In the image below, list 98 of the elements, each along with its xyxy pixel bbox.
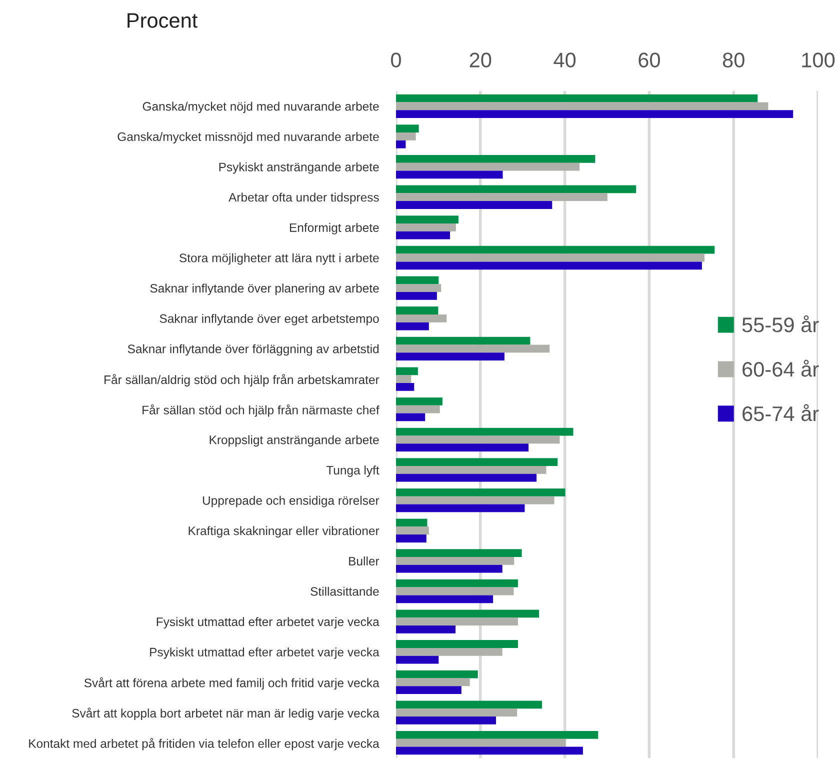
bar xyxy=(396,413,426,422)
bar xyxy=(396,254,704,262)
bar xyxy=(396,626,456,634)
y-tick-label: Får sällan/aldrig stöd och hjälp från arbetskamrater xyxy=(104,374,380,386)
legend-label: 55-59 år xyxy=(742,315,819,332)
bar xyxy=(396,124,419,133)
bar xyxy=(396,731,598,739)
bar xyxy=(396,367,418,376)
bar xyxy=(396,716,496,724)
bar xyxy=(396,382,414,391)
bar xyxy=(396,314,447,322)
y-tick-label: Kroppsligt ansträngande arbete xyxy=(210,435,379,447)
bar xyxy=(396,336,530,345)
bar xyxy=(396,352,504,361)
bar xyxy=(396,405,440,414)
x-tick-label: 60 xyxy=(638,52,660,68)
y-tick-label: Saknar inflytande över förläggning av arbetstid xyxy=(128,344,379,356)
bar xyxy=(396,549,522,557)
bar xyxy=(396,428,574,436)
bar xyxy=(396,686,462,694)
bar xyxy=(396,648,502,656)
bar xyxy=(396,292,437,300)
x-tick-label: 20 xyxy=(470,52,492,68)
bar xyxy=(396,700,542,709)
y-tick-label: Saknar inflytande över eget arbetstempo xyxy=(160,314,379,326)
bar xyxy=(396,284,442,292)
bar xyxy=(396,154,596,163)
bar xyxy=(396,102,768,110)
y-tick-label: Fysiskt utmattad efter arbetet varje vecka xyxy=(156,617,380,629)
y-tick-label: Arbetar ofta under tidspress xyxy=(228,192,379,204)
bar xyxy=(396,223,456,232)
bar xyxy=(396,140,406,148)
bar xyxy=(396,193,608,202)
y-tick-label: Stillasittande xyxy=(310,586,379,596)
x-axis-title: Procent xyxy=(128,13,198,28)
y-tick-label: Ganska/mycket nöjd med nuvarande arbete xyxy=(142,102,379,114)
y-tick-label: Upprepade och ensidiga rörelser xyxy=(202,496,380,508)
bar xyxy=(396,276,439,284)
x-tick-label: 80 xyxy=(722,52,744,68)
bar xyxy=(396,496,554,504)
bar xyxy=(396,170,503,179)
y-tick-label: Psykiskt utmattad efter arbetet varje vecka xyxy=(150,647,380,659)
y-tick-label: Psykiskt ansträngande arbete xyxy=(219,162,379,174)
bar xyxy=(396,746,583,755)
x-tick-label: 0 xyxy=(391,52,401,68)
bar xyxy=(396,534,426,542)
bar xyxy=(396,444,529,452)
bar xyxy=(396,556,514,565)
bar xyxy=(396,610,540,618)
y-tick-label: Kraftiga skakningar eller vibrationer xyxy=(188,526,380,538)
y-tick-label: Enformigt arbete xyxy=(290,223,379,234)
bar xyxy=(396,201,552,209)
y-tick-label: Svårt att förena arbete med familj och fritid varje vecka xyxy=(84,677,380,690)
bar xyxy=(396,231,450,240)
y-tick-label: Kontakt med arbetet på fritiden via telefon eller epost varje vecka xyxy=(29,738,380,750)
bar xyxy=(396,458,558,466)
y-tick-label: Svårt att koppla bort arbetet när man är ledig varje vecka xyxy=(72,708,380,720)
bar xyxy=(396,94,758,102)
bar xyxy=(396,262,702,270)
bar xyxy=(396,678,470,686)
y-tick-label: Buller xyxy=(349,556,380,566)
bar xyxy=(396,595,494,604)
bar xyxy=(396,618,518,626)
y-tick-label: Stora möjligheter att lära nytt i arbete xyxy=(179,253,379,265)
bar xyxy=(396,708,518,716)
x-tick-label: 100 xyxy=(802,52,835,68)
bar xyxy=(396,398,442,406)
bar xyxy=(396,640,518,648)
bar xyxy=(396,322,429,330)
bar xyxy=(396,110,794,118)
bar xyxy=(396,526,429,535)
bar xyxy=(396,656,439,664)
bar xyxy=(396,466,546,474)
y-tick-label: Ganska/mycket missnöjd med nuvarande arbete xyxy=(118,132,379,144)
bar xyxy=(396,670,478,678)
bar xyxy=(396,216,458,224)
bar xyxy=(396,474,537,482)
legend-label: 65-74 år xyxy=(742,404,819,422)
bar xyxy=(396,185,636,194)
y-tick-label: Tunga lyft xyxy=(326,466,380,477)
bar xyxy=(396,504,525,512)
bar xyxy=(396,587,514,596)
bar xyxy=(396,162,580,171)
bar xyxy=(396,132,416,140)
bar xyxy=(396,344,550,353)
bar xyxy=(396,738,566,747)
y-tick-label: Saknar inflytande över planering av arbete xyxy=(150,284,379,296)
bar xyxy=(396,375,412,383)
bar xyxy=(396,564,502,573)
x-tick-label: 40 xyxy=(554,52,576,68)
bar xyxy=(396,306,438,314)
bar xyxy=(396,436,560,444)
bar xyxy=(396,488,566,496)
legend-label: 60-64 år xyxy=(742,360,819,377)
bar xyxy=(396,246,715,254)
bar xyxy=(396,579,518,588)
bar xyxy=(396,518,428,527)
y-tick-label: Får sällan stöd och hjälp från närmaste chef xyxy=(142,404,380,417)
